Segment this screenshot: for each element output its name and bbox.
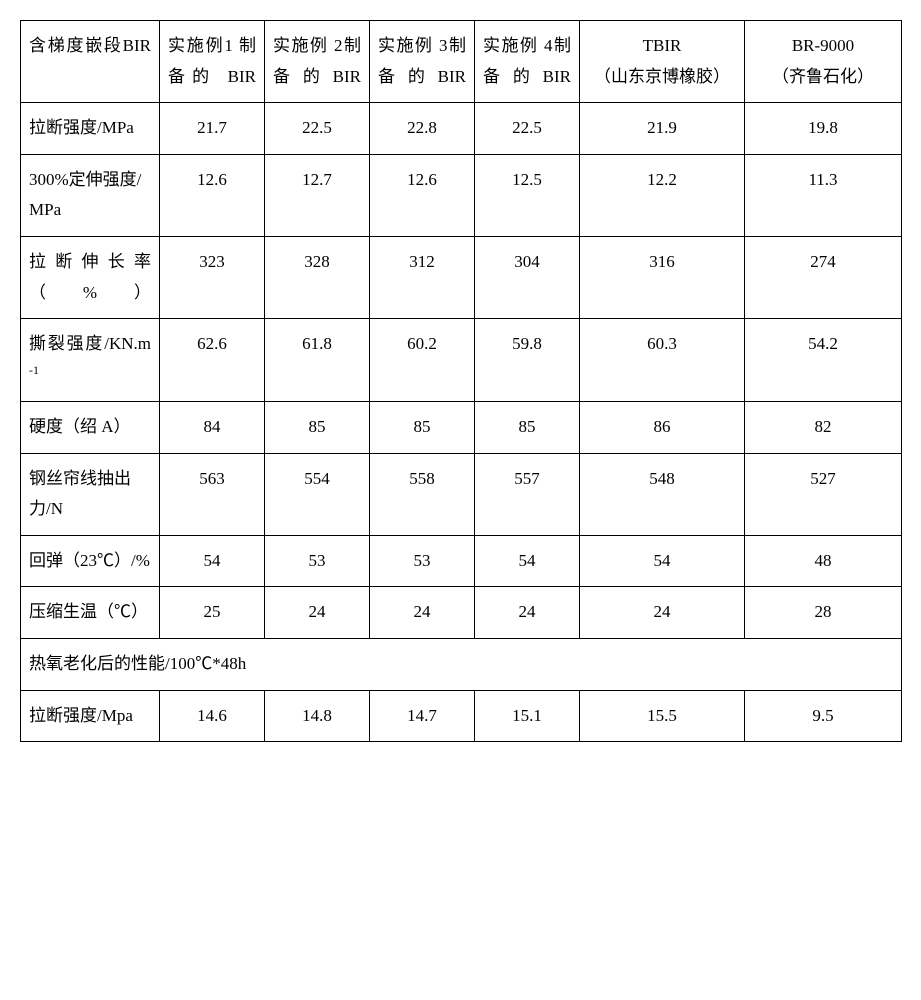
cell: 22.5 bbox=[475, 103, 580, 155]
header-c5-line1: TBIR bbox=[643, 36, 682, 55]
cell: 54 bbox=[580, 535, 745, 587]
section-header-row: 热氧老化后的性能/100℃*48h bbox=[21, 638, 902, 690]
cell: 557 bbox=[475, 453, 580, 535]
cell: 15.5 bbox=[580, 690, 745, 742]
cell: 54.2 bbox=[745, 319, 902, 402]
cell: 22.5 bbox=[265, 103, 370, 155]
cell: 14.7 bbox=[370, 690, 475, 742]
cell: 22.8 bbox=[370, 103, 475, 155]
header-c0: 含梯度嵌段BIR bbox=[21, 21, 160, 103]
row-label: 撕裂强度/KN.m -1 bbox=[21, 319, 160, 402]
cell: 28 bbox=[745, 587, 902, 639]
cell: 60.2 bbox=[370, 319, 475, 402]
cell: 59.8 bbox=[475, 319, 580, 402]
cell: 24 bbox=[265, 587, 370, 639]
cell: 304 bbox=[475, 236, 580, 318]
table-row: 回弹（23℃）/% 54 53 53 54 54 48 bbox=[21, 535, 902, 587]
cell: 54 bbox=[160, 535, 265, 587]
table-row: 拉断伸长率（%） 323 328 312 304 316 274 bbox=[21, 236, 902, 318]
cell: 48 bbox=[745, 535, 902, 587]
row-label-sup: -1 bbox=[29, 363, 39, 377]
header-c3: 实施例 3制备的BIR bbox=[370, 21, 475, 103]
header-c5: TBIR （山东京博橡胶） bbox=[580, 21, 745, 103]
cell: 85 bbox=[265, 402, 370, 454]
cell: 312 bbox=[370, 236, 475, 318]
row-label: 回弹（23℃）/% bbox=[21, 535, 160, 587]
row-label-text: 撕裂强度/KN.m bbox=[29, 329, 151, 360]
row-label: 压缩生温（℃） bbox=[21, 587, 160, 639]
cell: 11.3 bbox=[745, 154, 902, 236]
cell: 61.8 bbox=[265, 319, 370, 402]
cell: 12.6 bbox=[160, 154, 265, 236]
cell: 12.7 bbox=[265, 154, 370, 236]
header-c1: 实施例1 制备的 BIR bbox=[160, 21, 265, 103]
header-c6: BR-9000 （齐鲁石化） bbox=[745, 21, 902, 103]
table-row: 钢丝帘线抽出力/N 563 554 558 557 548 527 bbox=[21, 453, 902, 535]
cell: 14.8 bbox=[265, 690, 370, 742]
cell: 323 bbox=[160, 236, 265, 318]
row-label: 钢丝帘线抽出力/N bbox=[21, 453, 160, 535]
cell: 12.2 bbox=[580, 154, 745, 236]
cell: 53 bbox=[370, 535, 475, 587]
cell: 527 bbox=[745, 453, 902, 535]
cell: 62.6 bbox=[160, 319, 265, 402]
row-label: 硬度（绍 A） bbox=[21, 402, 160, 454]
cell: 25 bbox=[160, 587, 265, 639]
header-c4: 实施例 4制备的BIR bbox=[475, 21, 580, 103]
row-label: 300%定伸强度/MPa bbox=[21, 154, 160, 236]
cell: 21.7 bbox=[160, 103, 265, 155]
header-c6-line1: BR-9000 bbox=[792, 36, 854, 55]
cell: 548 bbox=[580, 453, 745, 535]
table-row: 拉断强度/Mpa 14.6 14.8 14.7 15.1 15.5 9.5 bbox=[21, 690, 902, 742]
header-c2: 实施例 2制备的BIR bbox=[265, 21, 370, 103]
table-row: 300%定伸强度/MPa 12.6 12.7 12.6 12.5 12.2 11… bbox=[21, 154, 902, 236]
cell: 12.5 bbox=[475, 154, 580, 236]
cell: 274 bbox=[745, 236, 902, 318]
cell: 84 bbox=[160, 402, 265, 454]
header-row: 含梯度嵌段BIR 实施例1 制备的 BIR 实施例 2制备的BIR 实施例 3制… bbox=[21, 21, 902, 103]
section-header: 热氧老化后的性能/100℃*48h bbox=[21, 638, 902, 690]
cell: 24 bbox=[580, 587, 745, 639]
cell: 24 bbox=[370, 587, 475, 639]
cell: 328 bbox=[265, 236, 370, 318]
table-row: 硬度（绍 A） 84 85 85 85 86 82 bbox=[21, 402, 902, 454]
row-label: 拉断强度/MPa bbox=[21, 103, 160, 155]
cell: 19.8 bbox=[745, 103, 902, 155]
cell: 24 bbox=[475, 587, 580, 639]
header-c6-line2: （齐鲁石化） bbox=[772, 67, 874, 86]
cell: 558 bbox=[370, 453, 475, 535]
cell: 554 bbox=[265, 453, 370, 535]
cell: 85 bbox=[475, 402, 580, 454]
cell: 9.5 bbox=[745, 690, 902, 742]
header-c5-line2: （山东京博橡胶） bbox=[594, 67, 730, 86]
cell: 15.1 bbox=[475, 690, 580, 742]
cell: 60.3 bbox=[580, 319, 745, 402]
cell: 53 bbox=[265, 535, 370, 587]
data-table: 含梯度嵌段BIR 实施例1 制备的 BIR 实施例 2制备的BIR 实施例 3制… bbox=[20, 20, 902, 742]
cell: 563 bbox=[160, 453, 265, 535]
cell: 85 bbox=[370, 402, 475, 454]
cell: 54 bbox=[475, 535, 580, 587]
table-row: 拉断强度/MPa 21.7 22.5 22.8 22.5 21.9 19.8 bbox=[21, 103, 902, 155]
cell: 14.6 bbox=[160, 690, 265, 742]
table-row: 撕裂强度/KN.m -1 62.6 61.8 60.2 59.8 60.3 54.… bbox=[21, 319, 902, 402]
table-row: 压缩生温（℃） 25 24 24 24 24 28 bbox=[21, 587, 902, 639]
cell: 82 bbox=[745, 402, 902, 454]
cell: 12.6 bbox=[370, 154, 475, 236]
cell: 21.9 bbox=[580, 103, 745, 155]
cell: 86 bbox=[580, 402, 745, 454]
row-label: 拉断伸长率（%） bbox=[21, 236, 160, 318]
cell: 316 bbox=[580, 236, 745, 318]
row-label: 拉断强度/Mpa bbox=[21, 690, 160, 742]
